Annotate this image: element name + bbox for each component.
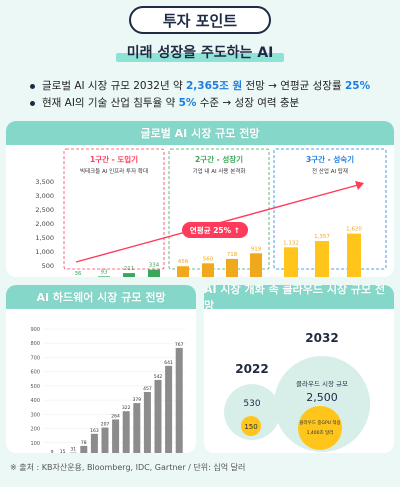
global-ai-market-card: 글로벌 AI 시장 규모 전망 3,500 3,000 2,500 2,000 1,50… <box>6 121 394 277</box>
phase-desc: 전 산업 AI 탑재 <box>312 167 348 175</box>
year-label: 2032 <box>305 331 338 345</box>
bar-value-label: 1,132 <box>283 240 299 246</box>
bar-value-label: 767 <box>175 342 184 348</box>
bar-value-label: 560 <box>203 256 214 262</box>
phase-title: 3구간 - 성숙기 <box>306 154 354 164</box>
bar-value-label: 542 <box>154 374 163 380</box>
y-tick-label: 100 <box>30 441 40 447</box>
bar-value-label: 718 <box>227 252 238 258</box>
bar <box>148 269 160 277</box>
bubble-inner-value: 150 <box>244 423 257 431</box>
bar-value-label: 93 <box>101 269 108 275</box>
y-tick-label: 500 <box>30 384 40 390</box>
phase-desc: 빅테크들 AI 인프라 투자 확대 <box>80 167 148 175</box>
y-tick-label: 300 <box>30 412 40 418</box>
bullet-item: 현재 AI의 기술 산업 침투율 약 5% 수준 → 성장 여력 충분 <box>30 95 390 112</box>
chart-title: AI 시장 개화 속 클라우드 시장 규모 전망 <box>204 285 394 312</box>
bar <box>175 347 183 453</box>
y-tick-label: 700 <box>30 355 40 361</box>
bar-value-label: 456 <box>178 259 189 265</box>
bar-value-label: 1,620 <box>346 227 362 233</box>
y-tick-label: 1,500 <box>35 234 54 242</box>
bar <box>202 263 214 277</box>
bubble-outer-label: 클라우드 시장 규모 <box>296 379 348 388</box>
cagr-badge <box>182 222 248 238</box>
bar-value-label: 457 <box>143 386 152 392</box>
phase-title: 1구간 - 도입기 <box>90 154 138 164</box>
bar <box>112 419 120 453</box>
y-tick-label: 2,500 <box>35 206 54 214</box>
page-subtitle: 미래 성장을 주도하는 AI <box>112 41 288 63</box>
y-tick-label: - <box>52 276 55 277</box>
cloud-market-card: AI 시장 개화 속 클라우드 시장 규모 전망 2022 530 150 2032 클… <box>204 285 394 453</box>
ai-hardware-market-chart: 9008007006005004003002001000920201520213… <box>30 327 186 453</box>
phase-box <box>63 148 165 270</box>
bar-value-label: 9 <box>51 450 54 453</box>
bar <box>154 379 162 453</box>
bar-value-label: 322 <box>122 405 131 411</box>
bullet-list: 글로벌 AI 시장 규모 2032년 약 2,365조 원 전망 → 연평균 성… <box>30 78 390 112</box>
bubble-inner <box>298 406 342 450</box>
bubble-inner-value: 1,400조 달러 <box>307 429 334 436</box>
bar-value-label: 264 <box>111 413 120 419</box>
y-tick-label: 400 <box>30 398 40 404</box>
bar <box>226 258 238 277</box>
bar <box>123 273 135 277</box>
y-tick-label: 2,000 <box>35 220 54 228</box>
ai-hardware-market-card: AI 하드웨어 시장 규모 전망 900 800 700 600 500 400 300 20… <box>6 285 196 453</box>
bar-value-label: 334 <box>149 263 160 269</box>
bubble-inner-label: 클라우드 중GPU 적용 <box>299 419 340 426</box>
chart-title: 글로벌 AI 시장 규모 전망 <box>6 121 394 145</box>
bar-value-label: 211 <box>124 266 135 272</box>
bar <box>177 266 189 277</box>
chart-title: AI 하드웨어 시장 규모 전망 <box>6 285 196 309</box>
y-tick-label: 200 <box>30 427 40 433</box>
bar <box>122 411 130 453</box>
bar-value-label: 1,357 <box>314 234 330 240</box>
bar <box>133 403 141 453</box>
cloud-market-bubbles: 2022 530 150 2032 클라우드 시장 규모 2,500 클라우드 중GPU 적… <box>224 331 370 452</box>
bar-value-label: 641 <box>164 360 173 366</box>
source-note: ※ 출처 : KB자산운용, Bloomberg, IDC, Gartner /… <box>10 463 246 472</box>
bubble-outer <box>224 384 280 440</box>
bar <box>90 433 98 453</box>
y-tick-label: 600 <box>30 370 40 376</box>
y-tick-label: 1,000 <box>35 248 54 256</box>
bar-value-label: 15 <box>60 449 66 453</box>
bar <box>250 253 262 277</box>
bar <box>80 445 88 453</box>
bar-value-label: 163 <box>90 428 99 434</box>
bullet-item: 글로벌 AI 시장 규모 2032년 약 2,365조 원 전망 → 연평균 성… <box>30 78 390 95</box>
phase-title: 2구간 - 성장기 <box>195 154 243 164</box>
global-ai-market-chart: 3,500 3,000 2,500 2,000 1,500 1,000 500 - 1구간 - … <box>35 148 387 277</box>
bar-value-label: 379 <box>133 397 142 403</box>
bar <box>98 276 110 277</box>
year-label: 2022 <box>235 362 268 376</box>
trend-arrowhead <box>355 181 364 190</box>
y-tick-label: 800 <box>30 341 40 347</box>
y-tick-label: 500 <box>42 262 54 270</box>
y-tick-label: 3,500 <box>35 178 54 186</box>
bar <box>315 241 329 277</box>
bar <box>347 233 361 277</box>
bar <box>143 392 151 453</box>
y-tick-label: 3,000 <box>35 192 54 200</box>
cagr-label: 연평균 25% ↑ <box>190 225 240 235</box>
phase-desc: 기업 내 AI 사용 본격화 <box>193 167 246 175</box>
bar <box>101 427 109 453</box>
bubble-outer-value: 2,500 <box>306 391 338 404</box>
bar <box>165 365 173 453</box>
bar-value-label: 78 <box>81 440 87 446</box>
bar-value-label: 31 <box>70 447 76 453</box>
bubble-outer-value: 530 <box>243 399 260 409</box>
bar-value-label: 919 <box>251 246 262 252</box>
page-title: 투자 포인트 <box>129 6 271 34</box>
bar <box>284 247 298 277</box>
y-tick-label: 900 <box>30 327 40 333</box>
bar-value-label: 207 <box>101 422 110 428</box>
bubble-inner <box>241 416 261 436</box>
bar-value-label: 36 <box>75 271 82 277</box>
